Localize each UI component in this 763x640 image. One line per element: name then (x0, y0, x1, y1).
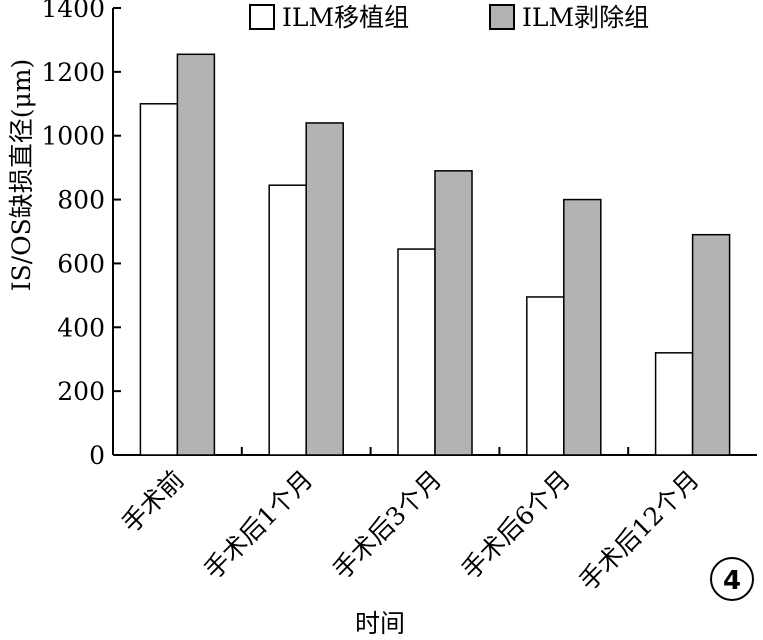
legend-swatch-series-1 (249, 4, 275, 30)
x-category-label: 手术后6个月 (456, 465, 576, 585)
bar-series-2-1 (176, 53, 216, 456)
x-axis-title: 时间 (355, 609, 405, 638)
bar-series-2-4 (563, 198, 602, 456)
x-category-label: 手术后1个月 (198, 465, 318, 585)
figure-badge-circle (710, 557, 754, 601)
y-axis-title: IS/OS缺损直径(μm) (7, 59, 36, 292)
y-tick-label: 200 (57, 377, 105, 406)
bar-series-2-5 (691, 233, 731, 456)
legend: ILM移植组 ILM剥除组 (249, 3, 649, 32)
legend-label-series-2: ILM剥除组 (522, 3, 649, 32)
y-tick-label: 1200 (41, 58, 105, 87)
bar-series-1-1 (139, 103, 179, 456)
bar-series-1-4 (526, 296, 565, 456)
x-category-label: 手术后3个月 (327, 465, 447, 585)
bar-series-2-2 (305, 122, 344, 456)
y-tick-label: 800 (57, 186, 105, 215)
y-tick-label: 1000 (41, 122, 105, 151)
legend-swatch-series-2 (489, 4, 515, 30)
y-axis-ticks: 0 200 400 600 800 1000 1200 1400 (41, 0, 121, 470)
y-tick-label: 600 (57, 249, 105, 278)
legend-label-series-1: ILM移植组 (282, 3, 409, 32)
y-tick-label: 400 (57, 313, 105, 342)
figure-badge: 4 (710, 557, 754, 601)
y-tick-label: 0 (89, 441, 105, 470)
y-tick-label: 1400 (41, 0, 105, 23)
bar-series-1-2 (268, 184, 307, 456)
bars (139, 53, 731, 456)
bar-series-2-3 (434, 170, 473, 456)
x-category-label: 手术前 (116, 465, 190, 539)
figure-badge-number: 4 (723, 566, 741, 596)
bar-series-1-5 (654, 352, 694, 456)
bar-series-1-3 (397, 248, 436, 456)
x-category-label: 手术后12个月 (573, 465, 704, 596)
